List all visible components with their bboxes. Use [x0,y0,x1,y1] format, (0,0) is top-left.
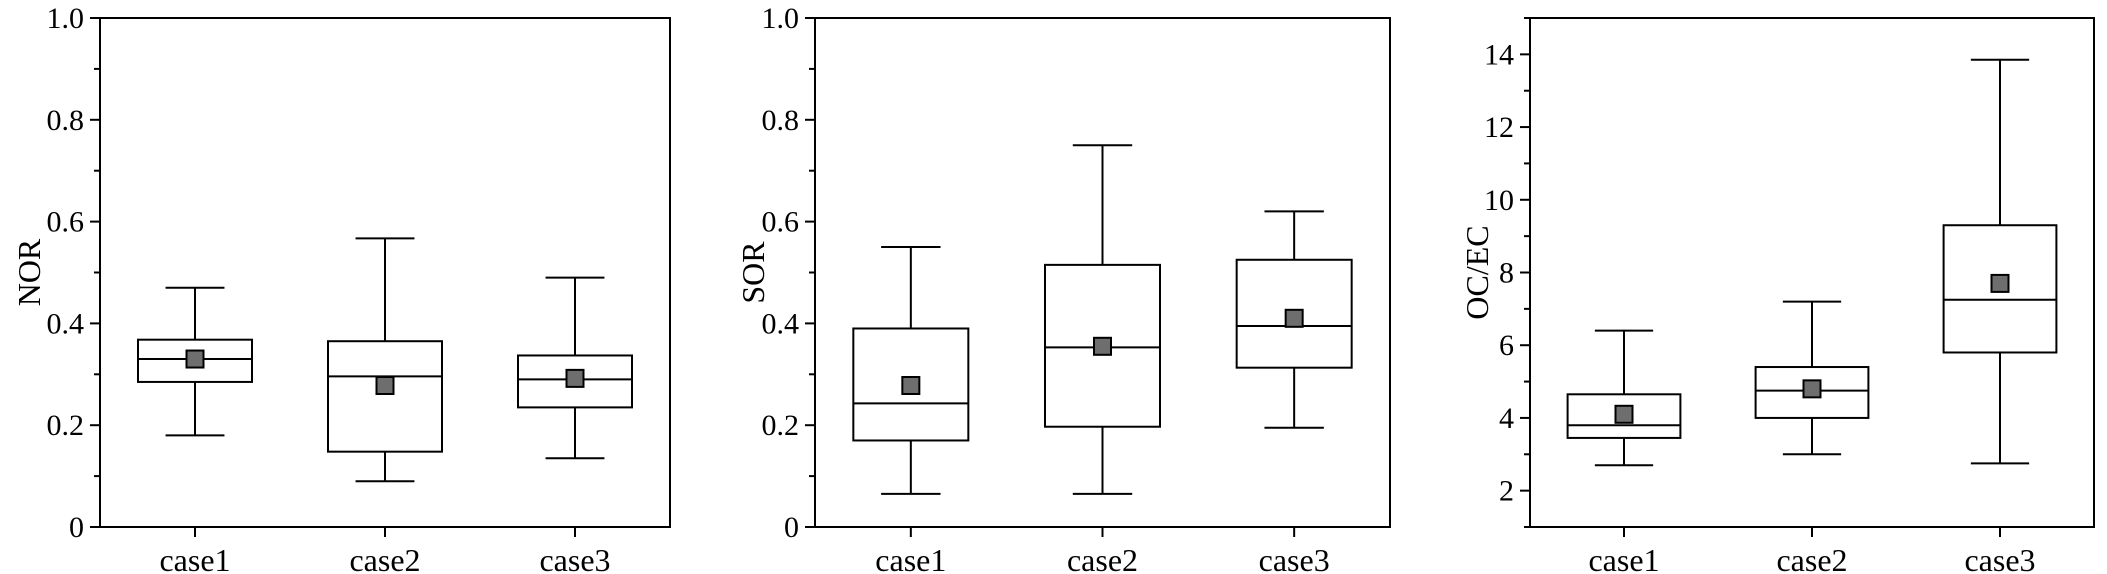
box-case1 [852,246,970,495]
y-tick-label: 12 [1484,111,1514,144]
box-case2 [327,237,443,483]
y-tick-label: 8 [1499,257,1514,290]
mean-marker [1990,273,2010,293]
x-tick-label: case2 [1067,542,1138,574]
y-tick-label: 14 [1484,38,1514,71]
y-tick-label: 0.4 [762,307,800,340]
y-tick-label: 0.4 [47,307,85,340]
y-tick-label: 2 [1499,475,1514,508]
y-tick-label: 0.8 [762,104,800,137]
y-tick-label: 0.6 [762,206,800,239]
mean-marker [565,368,585,388]
x-tick-label: case2 [349,542,420,574]
box-case1 [1566,329,1682,467]
x-tick-label: case3 [1259,542,1330,574]
mean-marker [1614,404,1634,424]
mean-marker [1284,308,1304,328]
box-case1 [137,286,253,437]
x-tick-label: case1 [1588,542,1659,574]
mean-marker [1802,379,1822,399]
box-case3 [517,276,633,460]
y-tick-label: 0.8 [47,104,85,137]
y-axis-label: NOR [11,238,47,306]
y-tick-label: 4 [1499,402,1514,435]
y-tick-label: 0.2 [762,409,800,442]
x-tick-label: case1 [159,542,230,574]
y-tick-label: 1.0 [762,2,800,35]
y-tick-label: 0.6 [47,206,85,239]
x-tick-label: case1 [875,542,946,574]
box-case2 [1044,144,1161,495]
x-tick-label: case3 [539,542,610,574]
box-case3 [1235,210,1353,429]
y-tick-label: 6 [1499,329,1514,362]
box-case2 [1754,300,1870,456]
panel-3: 2 4 6 8 10 12 14 OC/EC case1 case2 case3 [1459,17,2095,574]
y-tick-label: 0.2 [47,409,85,442]
mean-marker [185,349,205,369]
y-tick-label: 0 [69,511,84,544]
iqr-box [327,340,443,453]
box-case3 [1942,58,2058,465]
x-tick-label: case2 [1776,542,1847,574]
panel-2: 0 0.2 0.4 0.6 0.8 1.0 SOR case1 case2 case3 [735,2,1391,574]
y-tick-label: 10 [1484,184,1514,217]
mean-marker [375,375,395,395]
y-axis-label: SOR [735,241,771,304]
mean-marker [901,375,921,395]
mean-marker [1093,336,1112,356]
y-tick-label: 0 [784,511,799,544]
y-axis-label: OC/EC [1459,225,1495,319]
x-tick-label: case3 [1964,542,2035,574]
y-tick-label: 1.0 [47,2,85,35]
panel-1: 0 0.2 0.4 0.6 0.8 1.0 NOR case1 case2 case3 [11,2,671,574]
